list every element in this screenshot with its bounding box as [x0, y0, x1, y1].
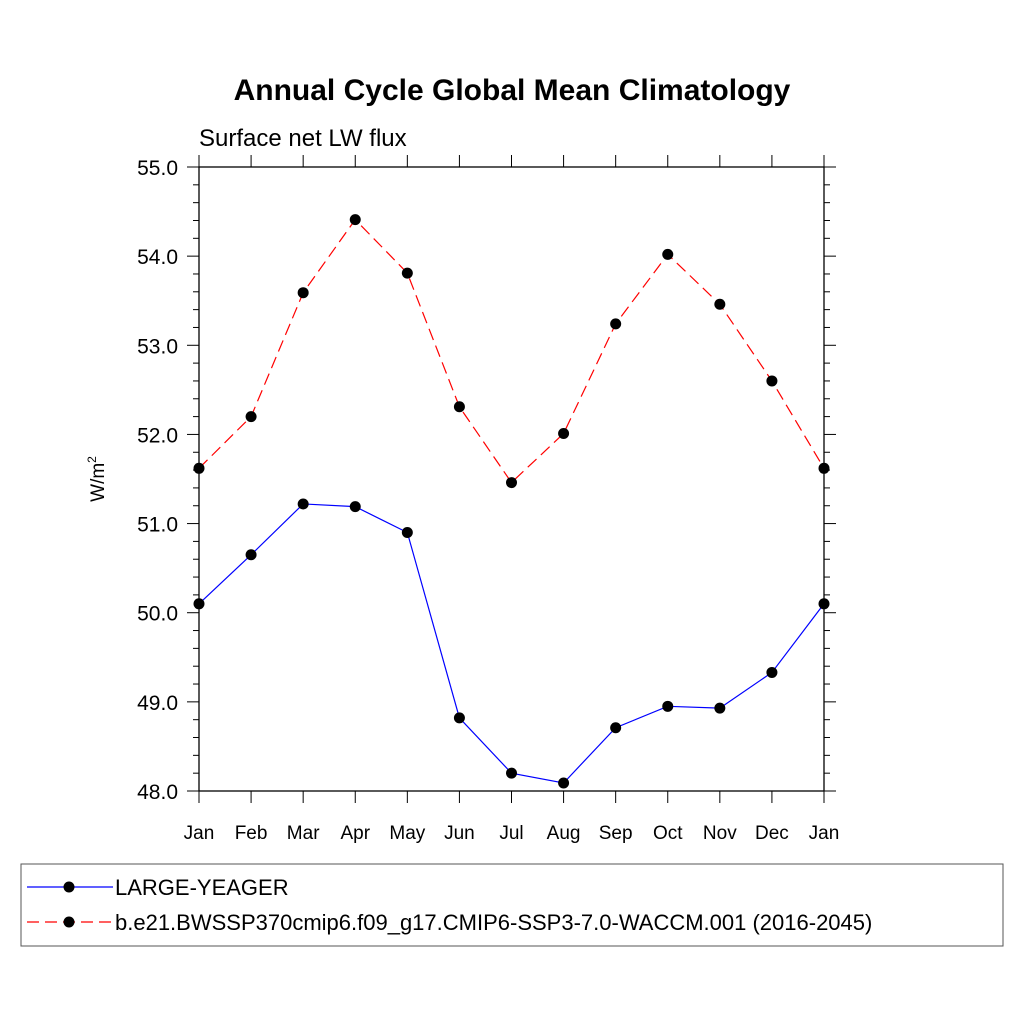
legend: LARGE-YEAGER b.e21.BWSSP370cmip6.f09_g17.… — [20, 863, 1004, 947]
x-tick-label: Dec — [755, 823, 789, 844]
series-2-point — [662, 248, 674, 260]
y-tick-label: 55.0 — [137, 157, 178, 180]
y-tick-label: 49.0 — [137, 692, 178, 715]
x-axis: Jan Feb Mar Apr May Jun Jul Aug Sep Oct Nov Dec Jan — [184, 155, 840, 844]
series-2-point — [193, 462, 205, 474]
series-2-point — [297, 287, 309, 299]
y-tick-label: 48.0 — [137, 781, 178, 804]
series-2-point — [453, 401, 465, 413]
x-tick-label: Jan — [809, 823, 840, 844]
series-1-point — [506, 767, 517, 779]
series-1-point — [714, 702, 726, 714]
x-tick-label: Mar — [287, 823, 320, 844]
legend-marker-2 — [63, 916, 75, 928]
series-2-point — [401, 267, 413, 279]
series-2-point — [766, 375, 778, 387]
series-1-point — [453, 712, 465, 724]
series-1-point — [401, 526, 413, 538]
series-1-point — [193, 598, 205, 610]
series-layer — [193, 214, 830, 789]
series-2-point — [506, 477, 517, 489]
legend-items: LARGE-YEAGER b.e21.BWSSP370cmip6.f09_g17.… — [27, 875, 872, 935]
x-tick-label: Apr — [340, 823, 370, 844]
series-2-point — [610, 318, 622, 330]
series-line-2 — [198, 218, 825, 484]
y-tick-label: 53.0 — [137, 335, 178, 358]
x-tick-label: Aug — [547, 823, 581, 844]
y-axis-label: W/m2 — [85, 456, 109, 502]
legend-marker-1 — [63, 881, 75, 893]
x-tick-label: Feb — [235, 823, 268, 844]
series-1-point — [818, 598, 830, 610]
y-axis-label-superscript: 2 — [85, 456, 99, 463]
y-axis-label-text: W/m — [88, 463, 109, 502]
series-1-point — [766, 666, 778, 678]
x-tick-label: Jul — [499, 823, 523, 844]
series-2-point — [558, 428, 570, 440]
x-tick-label: Jan — [184, 823, 215, 844]
series-1-point — [558, 777, 570, 789]
series-2-point — [714, 298, 726, 310]
legend-box — [20, 863, 1004, 947]
legend-label-2: b.e21.BWSSP370cmip6.f09_g17.CMIP6-SSP3-7… — [115, 910, 872, 935]
series-1-point — [245, 549, 257, 561]
series-2-point — [818, 462, 830, 474]
series-1-point — [297, 498, 309, 510]
x-tick-label: Jun — [444, 823, 475, 844]
chart-title: Annual Cycle Global Mean Climatology — [234, 74, 791, 107]
series-1-point — [662, 700, 674, 712]
series-1-point — [610, 722, 622, 734]
y-tick-label: 51.0 — [137, 514, 178, 537]
y-tick-label: 52.0 — [137, 424, 178, 447]
series-1-point — [349, 501, 361, 513]
legend-label-1: LARGE-YEAGER — [115, 875, 289, 900]
y-tick-label: 50.0 — [137, 603, 178, 626]
x-tick-label: Nov — [703, 823, 737, 844]
y-tick-label: 54.0 — [137, 246, 178, 269]
series-line-1 — [198, 503, 825, 784]
series-2-point — [349, 214, 361, 226]
x-tick-label: May — [389, 823, 425, 844]
series-2-point — [245, 411, 257, 423]
y-axis: 48.0 49.0 50.0 51.0 52.0 53.0 54.0 55.0 — [137, 157, 836, 804]
x-tick-label: Oct — [653, 823, 683, 844]
x-tick-label: Sep — [599, 823, 633, 844]
chart-subtitle: Surface net LW flux — [199, 125, 407, 152]
